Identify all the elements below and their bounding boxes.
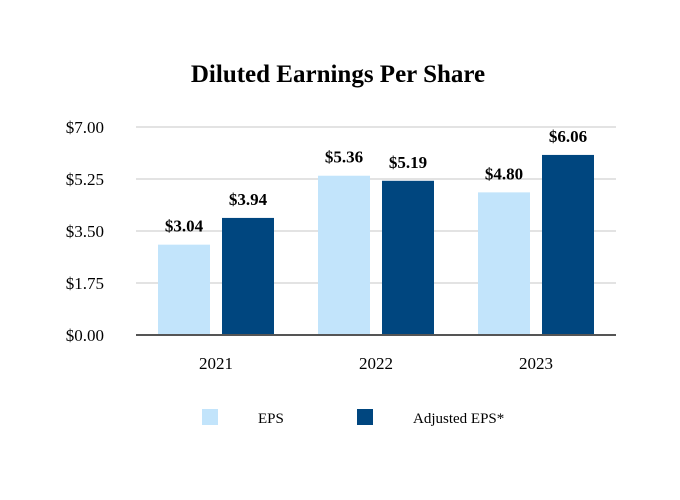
legend-swatch bbox=[357, 409, 373, 425]
data-label: $4.80 bbox=[485, 164, 523, 183]
y-tick-label: $1.75 bbox=[66, 274, 104, 293]
x-tick-label: 2021 bbox=[199, 354, 233, 373]
data-label: $3.04 bbox=[165, 217, 204, 236]
data-label: $6.06 bbox=[549, 127, 587, 146]
x-tick-label: 2022 bbox=[359, 354, 393, 373]
legend-swatch bbox=[202, 409, 218, 425]
gridlines bbox=[136, 126, 616, 284]
y-tick-label: $3.50 bbox=[66, 222, 104, 241]
bar-eps-2022 bbox=[318, 175, 370, 335]
legend: EPS Adjusted EPS* bbox=[202, 409, 504, 427]
legend-label: Adjusted EPS* bbox=[413, 411, 504, 427]
legend-label: EPS bbox=[258, 411, 284, 427]
y-tick-label: $7.00 bbox=[66, 118, 104, 137]
data-label: $3.94 bbox=[229, 190, 268, 209]
x-tick-label: 2023 bbox=[519, 354, 553, 373]
y-axis-ticks: $0.00 $1.75 $3.50 $5.25 $7.00 bbox=[66, 118, 104, 345]
data-labels: $3.04 $3.94 $5.36 $5.19 $4.80 $6.06 bbox=[165, 127, 587, 236]
y-tick-label: $0.00 bbox=[66, 326, 104, 345]
y-tick-label: $5.25 bbox=[66, 170, 104, 189]
x-axis-ticks: 2021 2022 2023 bbox=[199, 354, 553, 373]
bar-eps-2021 bbox=[158, 244, 210, 335]
bar-adjusted-eps--2022 bbox=[382, 180, 434, 335]
bar-adjusted-eps--2023 bbox=[542, 154, 594, 335]
bar-eps-2023 bbox=[478, 192, 530, 335]
bar-adjusted-eps--2021 bbox=[222, 217, 274, 335]
data-label: $5.36 bbox=[325, 148, 363, 167]
chart-title: Diluted Earnings Per Share bbox=[191, 61, 485, 88]
bars bbox=[158, 154, 594, 335]
data-label: $5.19 bbox=[389, 153, 427, 172]
